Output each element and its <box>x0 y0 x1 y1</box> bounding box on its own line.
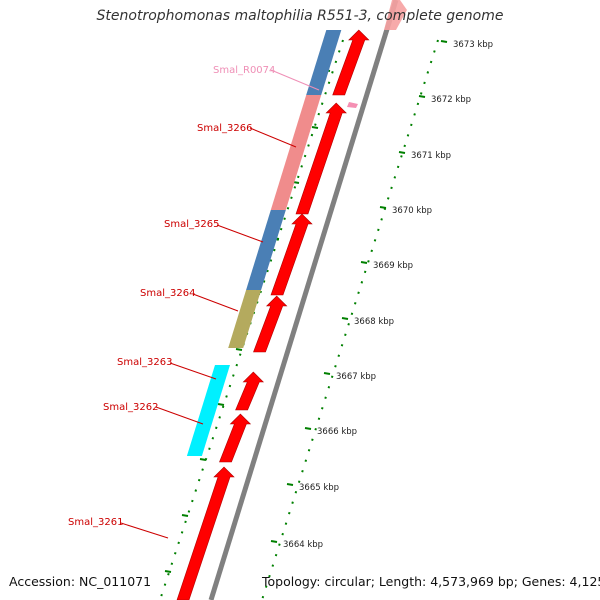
scale-tick-label: 3667 kbp <box>336 372 376 382</box>
category-band <box>186 365 230 456</box>
gene-leader-line <box>120 522 169 539</box>
gene-label: Smal_R0074 <box>213 65 275 76</box>
major-tick-mark <box>360 261 368 264</box>
rrna-arrow <box>347 102 358 108</box>
minor-tick-mark <box>217 403 225 406</box>
cds-arrow <box>295 102 347 215</box>
minor-tick-mark <box>164 570 172 573</box>
major-tick-mark <box>323 372 331 375</box>
gene-leader-line <box>216 224 264 243</box>
scale-tick-label: 3670 kbp <box>392 206 432 216</box>
major-tick-mark <box>379 206 387 209</box>
gene-label: Smal_3263 <box>117 357 172 368</box>
scale-tick-label: 3669 kbp <box>373 261 413 271</box>
gene-leader-line <box>169 362 217 380</box>
category-band <box>228 290 262 348</box>
minor-tick-mark <box>181 514 189 517</box>
scale-tick-label: 3671 kbp <box>411 151 451 161</box>
cds-arrow <box>332 29 370 96</box>
major-tick-mark <box>304 427 312 430</box>
scale-tick-label: 3673 kbp <box>453 40 493 50</box>
scale-tick-label: 3665 kbp <box>299 483 339 493</box>
scale-dotted-line-outer <box>261 39 439 600</box>
gene-leader-line <box>270 69 320 91</box>
cds-arrow <box>219 413 252 463</box>
cds-arrow <box>176 466 235 600</box>
scale-tick-label: 3666 kbp <box>317 427 357 437</box>
major-tick-mark <box>286 483 294 486</box>
gene-label: Smal_3262 <box>103 402 158 413</box>
category-band <box>270 95 322 210</box>
major-tick-mark <box>270 540 278 543</box>
scale-tick-label: 3672 kbp <box>431 95 471 105</box>
cds-arrow-faded <box>384 0 407 30</box>
major-tick-mark <box>418 95 426 98</box>
gene-leader-line <box>192 293 239 312</box>
major-tick-mark <box>398 151 406 154</box>
backbone-ring <box>208 0 399 600</box>
minor-tick-mark <box>199 458 207 461</box>
scale-tick-label: 3668 kbp <box>354 317 394 327</box>
gene-leader-line <box>155 406 204 425</box>
scale-tick-label: 3664 kbp <box>283 540 323 550</box>
map-title: Stenotrophomonas maltophilia R551-3, com… <box>96 8 504 24</box>
gene-label: Smal_3261 <box>68 517 123 528</box>
gene-label: Smal_3264 <box>140 288 195 299</box>
genome-info-text: Topology: circular; Length: 4,573,969 bp… <box>262 574 600 589</box>
cds-arrow <box>235 371 265 411</box>
gene-label: Smal_3266 <box>197 123 252 134</box>
minor-tick-mark <box>235 348 243 351</box>
cds-arrow <box>253 295 288 353</box>
category-band <box>246 210 286 290</box>
major-tick-mark <box>440 40 448 43</box>
gene-leader-line <box>249 127 297 148</box>
major-tick-mark <box>341 317 349 320</box>
cds-arrow <box>270 213 313 296</box>
accession-text: Accession: NC_011071 <box>9 574 152 589</box>
gene-label: Smal_3265 <box>164 219 219 230</box>
category-band <box>306 30 342 95</box>
minor-tick-mark <box>311 126 319 129</box>
